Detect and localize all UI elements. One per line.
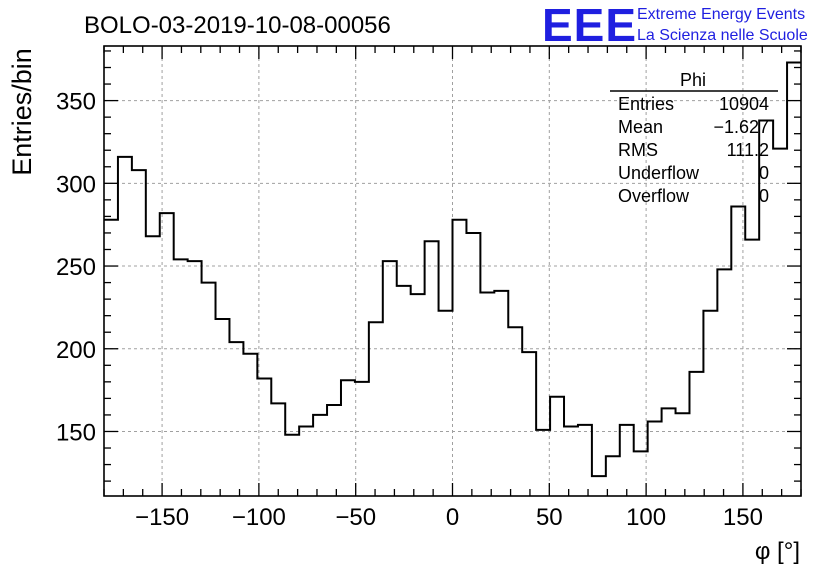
histogram-bin bbox=[397, 286, 411, 496]
histogram-bin bbox=[160, 213, 174, 496]
histogram-bin bbox=[439, 311, 453, 496]
histogram-bin bbox=[564, 427, 578, 496]
x-axis-label: φ [°] bbox=[755, 538, 800, 565]
x-tick-label: 150 bbox=[723, 504, 763, 531]
histogram-bin bbox=[383, 261, 397, 496]
x-tick-label: 100 bbox=[626, 504, 666, 531]
histogram-bin bbox=[229, 342, 243, 496]
histogram-bin bbox=[689, 372, 703, 496]
histogram-bin bbox=[369, 322, 383, 496]
histogram-bin bbox=[731, 206, 745, 496]
stats-value: 111.2 bbox=[727, 140, 769, 160]
histogram-bin bbox=[202, 283, 216, 496]
histogram-bin bbox=[662, 408, 676, 496]
histogram-bin bbox=[271, 403, 285, 496]
histogram-bin bbox=[592, 476, 606, 496]
histogram-bin bbox=[257, 379, 271, 496]
histogram-bin bbox=[243, 354, 257, 496]
histogram-bin bbox=[132, 170, 146, 496]
x-tick-label: −100 bbox=[232, 504, 286, 531]
stats-value: 10904 bbox=[719, 94, 769, 114]
histogram-bin bbox=[522, 352, 536, 496]
x-tick-label: 0 bbox=[446, 504, 459, 531]
histogram-bin bbox=[620, 425, 634, 496]
histogram-bin bbox=[146, 236, 160, 496]
histogram-bin bbox=[648, 422, 662, 496]
stats-label: Mean bbox=[618, 117, 663, 137]
eee-logo: EEE Extreme Energy Events La Scienza nel… bbox=[542, 0, 808, 51]
histogram-bin bbox=[550, 397, 564, 496]
stats-value: 0 bbox=[759, 163, 769, 183]
x-tick-label: −150 bbox=[135, 504, 189, 531]
logo-line1: Extreme Energy Events bbox=[637, 6, 805, 23]
histogram-bin bbox=[285, 435, 299, 496]
y-axis-label: Entries/bin bbox=[7, 48, 37, 176]
histogram-bin bbox=[355, 382, 369, 496]
y-tick-label: 350 bbox=[56, 89, 96, 116]
y-tick-label: 150 bbox=[56, 419, 96, 446]
histogram-bin bbox=[703, 311, 717, 496]
histogram-bin bbox=[188, 261, 202, 496]
histogram-bin bbox=[676, 413, 690, 496]
histogram-bin bbox=[174, 259, 188, 496]
histogram-bin bbox=[299, 427, 313, 496]
histogram-bin bbox=[494, 291, 508, 496]
stats-label: Underflow bbox=[618, 163, 700, 183]
histogram-bin bbox=[104, 220, 118, 496]
histogram-bin bbox=[773, 149, 787, 496]
histogram-series bbox=[104, 61, 801, 496]
x-axis: −150 −100 −50 0 50 100 150 bbox=[103, 46, 802, 531]
stats-label: RMS bbox=[618, 140, 658, 160]
histogram-bin bbox=[536, 430, 550, 496]
chart-title: BOLO-03-2019-10-08-00056 bbox=[84, 12, 391, 39]
histogram-bin bbox=[508, 327, 522, 496]
histogram-bin bbox=[453, 220, 467, 496]
histogram-bin bbox=[480, 293, 494, 496]
histogram-outline bbox=[104, 61, 801, 478]
stats-label: Entries bbox=[618, 94, 674, 114]
logo-mark: EEE bbox=[542, 0, 637, 51]
histogram-bin bbox=[216, 319, 230, 496]
histogram-bin bbox=[578, 425, 592, 496]
y-axis: 150 200 250 300 350 bbox=[56, 50, 801, 482]
histogram-bin bbox=[425, 241, 439, 496]
logo-line2: La Scienza nelle Scuole bbox=[637, 27, 808, 44]
stats-title: Phi bbox=[680, 70, 706, 90]
histogram-bin bbox=[717, 269, 731, 496]
histogram-bin bbox=[411, 294, 425, 496]
y-tick-label: 200 bbox=[56, 337, 96, 364]
histogram-bin bbox=[327, 405, 341, 496]
stats-value: −1.627 bbox=[713, 117, 769, 137]
histogram-bin bbox=[466, 233, 480, 496]
histogram-bin bbox=[341, 380, 355, 496]
stats-value: 0 bbox=[759, 186, 769, 206]
histogram-bin bbox=[745, 240, 759, 496]
stats-box: Phi Entries 10904 Mean −1.627 RMS 111.2 Underf… bbox=[610, 70, 778, 206]
stats-label: Overflow bbox=[618, 186, 690, 206]
histogram-bin bbox=[313, 415, 327, 496]
x-tick-label: −50 bbox=[335, 504, 376, 531]
x-tick-label: 50 bbox=[536, 504, 563, 531]
histogram-bin bbox=[118, 157, 132, 496]
y-tick-label: 300 bbox=[56, 171, 96, 198]
y-tick-label: 250 bbox=[56, 254, 96, 281]
